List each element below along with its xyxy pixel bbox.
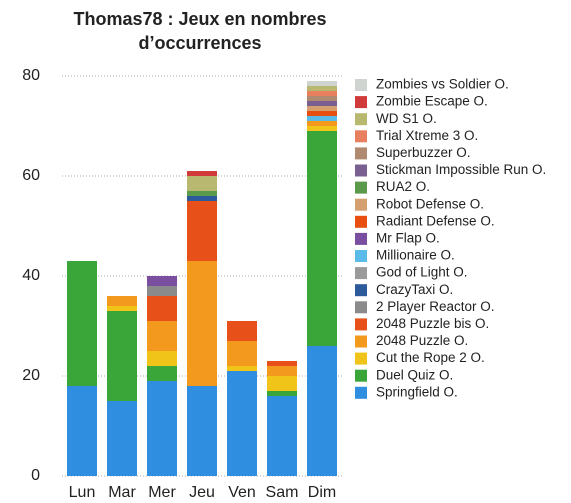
bar-segment — [307, 101, 337, 106]
legend-swatch — [355, 386, 367, 399]
legend-swatch — [355, 301, 367, 314]
legend-label: 2048 Puzzle O. — [376, 333, 468, 348]
bar-segment — [187, 171, 217, 176]
legend-label: Zombie Escape O. — [376, 94, 488, 109]
legend-swatch — [355, 318, 367, 331]
y-tick-label: 80 — [22, 67, 40, 84]
legend-label: 2 Player Reactor O. — [376, 299, 495, 314]
legend-swatch — [355, 250, 367, 262]
legend-swatch — [355, 79, 367, 91]
bar-segment — [267, 376, 297, 391]
bar-segment — [67, 261, 97, 386]
chart-title: Thomas78 : Jeux en nombres — [73, 9, 326, 29]
legend-label: Stickman Impossible Run O. — [376, 162, 546, 177]
x-tick-label: Ven — [228, 484, 256, 501]
x-tick-label: Mer — [148, 484, 176, 501]
legend-label: Robot Defense O. — [376, 196, 484, 211]
legend-label: CrazyTaxi O. — [376, 282, 453, 297]
legend-label: Duel Quiz O. — [376, 367, 453, 382]
legend-swatch — [355, 181, 367, 194]
bar-segment — [107, 306, 137, 311]
legend-label: Radiant Defense O. — [376, 213, 495, 228]
bar-segment — [307, 116, 337, 121]
x-tick-label: Jeu — [189, 484, 215, 501]
bar-segment — [107, 401, 137, 476]
legend-swatch — [355, 113, 367, 126]
y-tick-label: 60 — [22, 167, 40, 184]
legend-label: RUA2 O. — [376, 179, 430, 194]
legend-swatch — [355, 284, 367, 297]
bar-segment — [147, 286, 177, 296]
chart-title: d’occurrences — [138, 33, 261, 53]
y-tick-label: 0 — [31, 467, 40, 484]
legend-swatch — [355, 215, 367, 228]
bar-segment — [227, 366, 257, 371]
legend-swatch — [355, 147, 367, 160]
legend-label: WD S1 O. — [376, 111, 437, 126]
bar-segment — [307, 126, 337, 131]
bar-segment — [307, 81, 337, 86]
legend-label: Mr Flap O. — [376, 230, 440, 245]
legend-label: God of Light O. — [376, 265, 468, 280]
bar-segment — [187, 201, 217, 261]
bar-segment — [107, 311, 137, 401]
bar-segment — [187, 196, 217, 201]
bar-segment — [187, 386, 217, 476]
legend-label: Superbuzzer O. — [376, 145, 471, 160]
bar-segment — [307, 131, 337, 346]
bar-segment — [267, 361, 297, 366]
y-tick-label: 40 — [22, 267, 40, 284]
legend-label: Zombies vs Soldier O. — [376, 77, 509, 92]
legend-label: Trial Xtreme 3 O. — [376, 128, 478, 143]
x-tick-label: Dim — [308, 484, 336, 501]
bar-segment — [307, 111, 337, 116]
legend-label: Springfield O. — [376, 384, 458, 399]
bar-segment — [147, 296, 177, 321]
x-tick-label: Sam — [266, 484, 299, 501]
bar-segment — [307, 121, 337, 126]
legend-swatch — [355, 335, 367, 348]
bar-segment — [147, 381, 177, 476]
bar-segment — [147, 351, 177, 366]
bar-segment — [267, 391, 297, 396]
bar-segment — [227, 341, 257, 366]
bar-segment — [147, 276, 177, 286]
bar-segment — [187, 176, 217, 191]
bar-segment — [267, 396, 297, 476]
y-tick-label: 20 — [22, 367, 40, 384]
legend-swatch — [355, 369, 367, 382]
bar-segment — [227, 321, 257, 341]
legend-swatch — [355, 164, 367, 177]
bar-segment — [307, 96, 337, 101]
bar-segment — [307, 106, 337, 111]
bar-segment — [307, 91, 337, 96]
bar-segment — [267, 366, 297, 376]
bar-segment — [67, 386, 97, 476]
legend-swatch — [355, 198, 367, 211]
bar-segment — [307, 346, 337, 476]
legend-label: 2048 Puzzle bis O. — [376, 316, 489, 331]
bar-segment — [107, 296, 137, 306]
legend-swatch — [355, 130, 367, 143]
bar-segment — [147, 321, 177, 351]
legend-label: Cut the Rope 2 O. — [376, 350, 485, 365]
bar-segment — [227, 371, 257, 476]
bar-segment — [307, 86, 337, 91]
legend-swatch — [355, 352, 367, 365]
bar-segment — [147, 366, 177, 381]
legend-swatch — [355, 232, 367, 245]
bar-segment — [187, 191, 217, 196]
legend-label: Millionaire O. — [376, 248, 455, 263]
legend-swatch — [355, 267, 367, 280]
x-tick-label: Mar — [108, 484, 136, 501]
bar-segment — [187, 261, 217, 386]
legend-swatch — [355, 96, 367, 109]
x-tick-label: Lun — [69, 484, 96, 501]
